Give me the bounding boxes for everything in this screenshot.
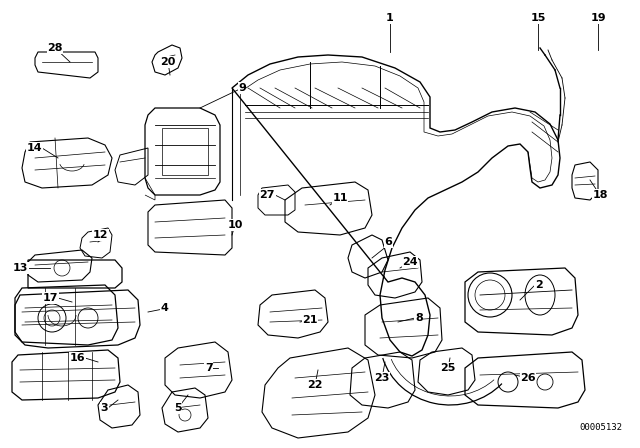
Text: 24: 24 — [402, 257, 418, 267]
Text: 14: 14 — [26, 143, 42, 153]
Text: 26: 26 — [520, 373, 536, 383]
Text: 28: 28 — [47, 43, 63, 53]
Text: 4: 4 — [160, 303, 168, 313]
Text: 3: 3 — [100, 403, 108, 413]
Text: 2: 2 — [535, 280, 543, 290]
Text: 18: 18 — [592, 190, 608, 200]
Text: 12: 12 — [93, 230, 108, 240]
Text: 19: 19 — [590, 13, 606, 23]
Text: 21: 21 — [302, 315, 317, 325]
Text: 00005132: 00005132 — [579, 423, 622, 432]
Text: 17: 17 — [42, 293, 58, 303]
Text: 7: 7 — [205, 363, 212, 373]
Text: 15: 15 — [531, 13, 546, 23]
Text: 9: 9 — [238, 83, 246, 93]
Text: 6: 6 — [384, 237, 392, 247]
Text: 20: 20 — [160, 57, 176, 67]
Text: 8: 8 — [415, 313, 423, 323]
Text: 1: 1 — [386, 13, 394, 23]
Text: 22: 22 — [307, 380, 323, 390]
Text: 5: 5 — [174, 403, 182, 413]
Text: 16: 16 — [69, 353, 85, 363]
Text: 23: 23 — [374, 373, 390, 383]
Text: 11: 11 — [332, 193, 348, 203]
Text: 13: 13 — [13, 263, 28, 273]
Text: 27: 27 — [259, 190, 275, 200]
Text: 10: 10 — [227, 220, 243, 230]
Text: 25: 25 — [440, 363, 456, 373]
